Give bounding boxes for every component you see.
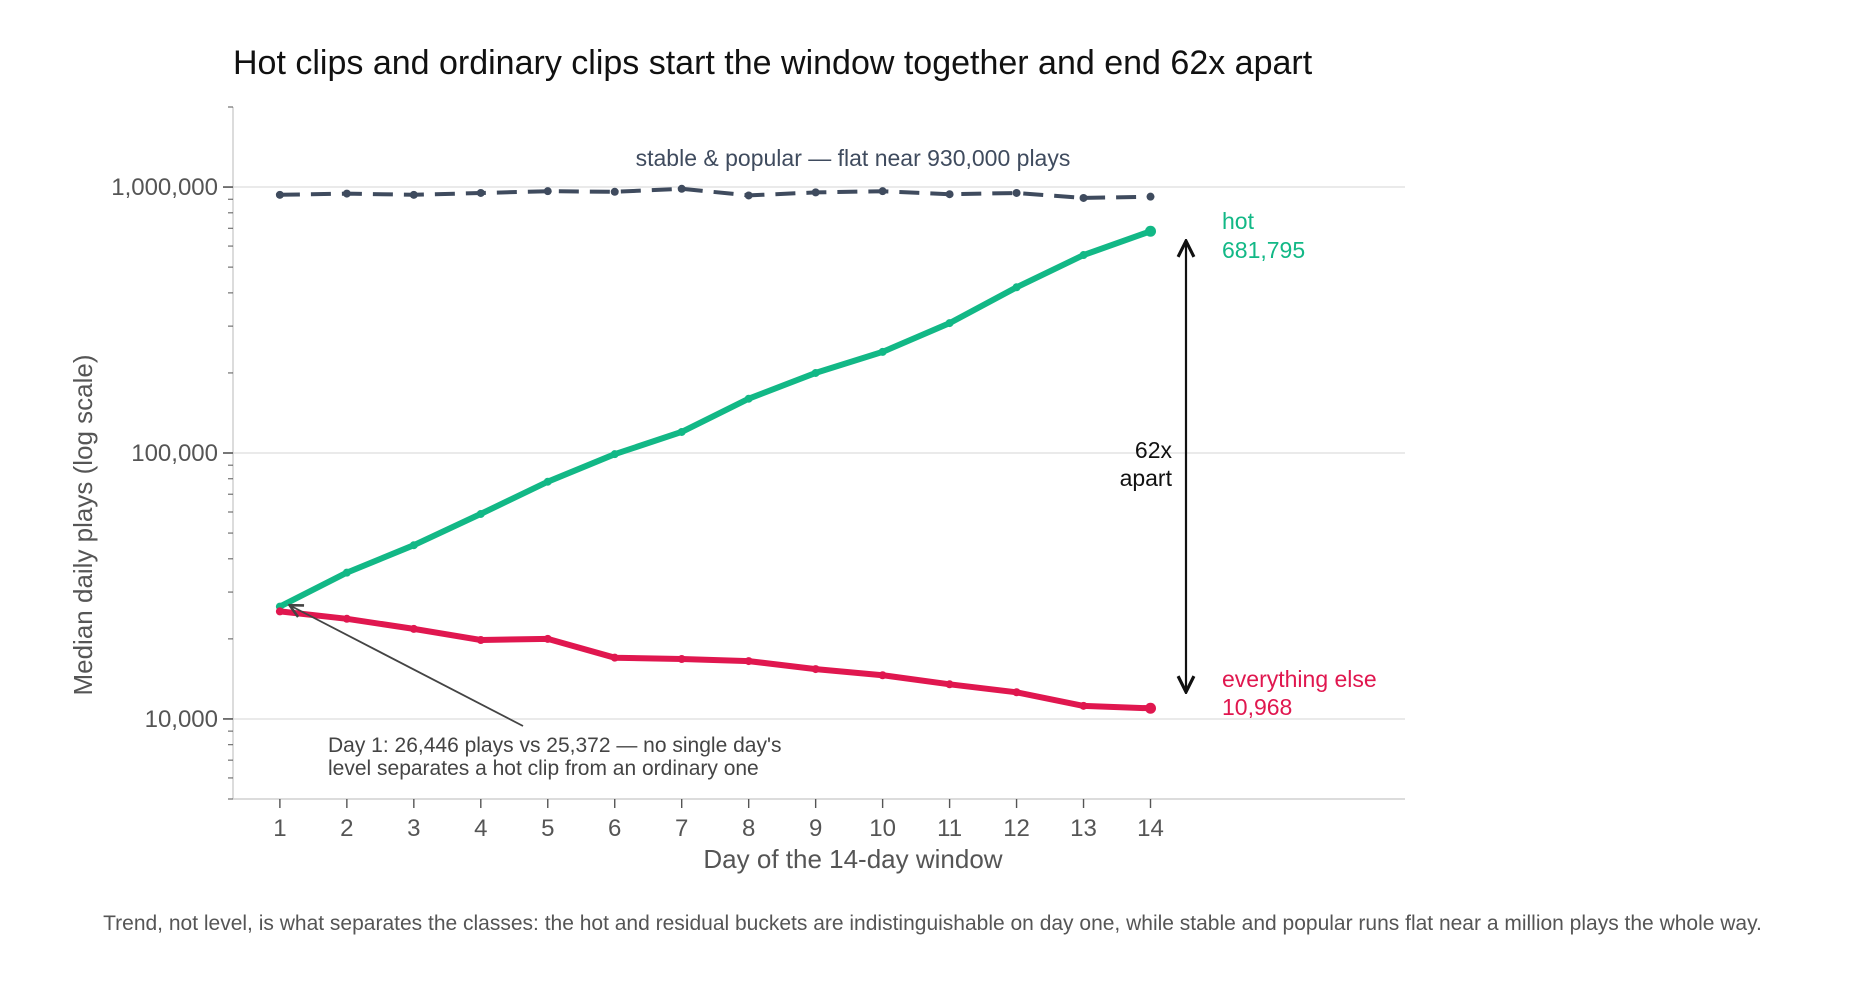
data-point-stable-popular (342, 189, 351, 198)
stable-series-label: stable & popular — flat near 930,000 pla… (636, 145, 1071, 171)
x-tick-label: 6 (608, 815, 621, 842)
data-point-everything-else (1145, 702, 1157, 714)
data-point-hot (342, 568, 351, 577)
y-axis-title: Median daily plays (log scale) (68, 354, 98, 695)
data-point-stable-popular (543, 187, 552, 196)
y-tick-label: 1,000,000 (111, 174, 218, 201)
data-point-everything-else (811, 665, 820, 674)
x-tick-label: 13 (1070, 815, 1097, 842)
x-tick-label: 12 (1003, 815, 1030, 842)
x-tick-label: 3 (407, 815, 420, 842)
data-point-everything-else (409, 624, 418, 633)
x-tick-label: 1 (273, 815, 286, 842)
x-axis-ticks: 1 2 3 4 5 6 7 8 9 10 11 12 13 14 (273, 799, 1164, 842)
data-point-everything-else (610, 653, 619, 662)
else-end-value: 10,968 (1222, 694, 1292, 720)
data-point-everything-else (677, 655, 686, 664)
data-point-hot (878, 347, 887, 356)
chart-caption: Trend, not level, is what separates the … (103, 912, 1762, 935)
chart: Hot clips and ordinary clips start the w… (68, 44, 1405, 874)
data-point-stable-popular (878, 187, 887, 196)
data-point-everything-else (878, 671, 887, 680)
data-point-hot (945, 319, 954, 328)
data-point-stable-popular (744, 191, 753, 200)
x-tick-label: 9 (809, 815, 822, 842)
data-point-everything-else (275, 607, 284, 616)
data-point-hot (677, 427, 686, 436)
day1-note-line1: Day 1: 26,446 plays vs 25,372 — no singl… (328, 734, 781, 757)
x-tick-label: 2 (340, 815, 353, 842)
chart-title: Hot clips and ordinary clips start the w… (233, 44, 1313, 82)
x-axis-title: Day of the 14-day window (703, 844, 1002, 874)
data-point-everything-else (945, 680, 954, 689)
y-tick-label: 10,000 (145, 706, 218, 733)
else-series-label: everything else (1222, 666, 1377, 692)
data-point-stable-popular (476, 188, 485, 197)
series-layer (275, 184, 1157, 714)
data-point-hot (1079, 251, 1088, 260)
data-point-stable-popular (677, 184, 686, 193)
x-tick-label: 10 (869, 815, 896, 842)
x-tick-label: 11 (937, 815, 962, 842)
hot-series-label: hot (1222, 208, 1255, 234)
data-point-everything-else (543, 634, 552, 643)
data-point-hot (1145, 225, 1157, 237)
data-point-hot (543, 477, 552, 486)
data-point-everything-else (476, 636, 485, 645)
day1-note-line2: level separates a hot clip from an ordin… (328, 757, 759, 780)
hot-end-value: 681,795 (1222, 237, 1305, 263)
data-point-hot (610, 450, 619, 459)
gridlines (233, 186, 1405, 720)
data-point-hot (409, 541, 418, 550)
data-point-stable-popular (1079, 193, 1088, 202)
data-point-everything-else (1012, 688, 1021, 697)
data-point-stable-popular (1012, 188, 1021, 197)
series-line-stable-popular (279, 186, 1151, 200)
gap-label-line2: apart (1120, 465, 1173, 491)
data-point-stable-popular (275, 190, 284, 199)
series-line-hot (276, 228, 1154, 610)
gap-label-line1: 62x (1135, 437, 1173, 463)
data-point-stable-popular (811, 188, 820, 197)
x-tick-label: 4 (474, 815, 487, 842)
data-point-hot (811, 368, 820, 377)
data-point-everything-else (342, 614, 351, 623)
data-point-everything-else (744, 657, 753, 666)
x-tick-label: 14 (1137, 815, 1164, 842)
data-point-everything-else (1079, 701, 1088, 710)
data-point-stable-popular (1146, 192, 1155, 201)
x-tick-label: 5 (541, 815, 554, 842)
data-point-stable-popular (409, 190, 418, 199)
x-tick-label: 8 (742, 815, 755, 842)
day1-pointer-arrow (291, 606, 524, 727)
y-tick-label: 100,000 (131, 440, 218, 467)
data-point-stable-popular (945, 190, 954, 199)
data-point-stable-popular (610, 187, 619, 196)
series-line-everything-else (276, 608, 1154, 712)
data-point-hot (744, 394, 753, 403)
x-tick-label: 7 (675, 815, 688, 842)
data-point-hot (1012, 283, 1021, 292)
y-axis-ticks: 10,000 100,000 1,000,000 (111, 106, 233, 800)
data-point-hot (476, 509, 485, 518)
